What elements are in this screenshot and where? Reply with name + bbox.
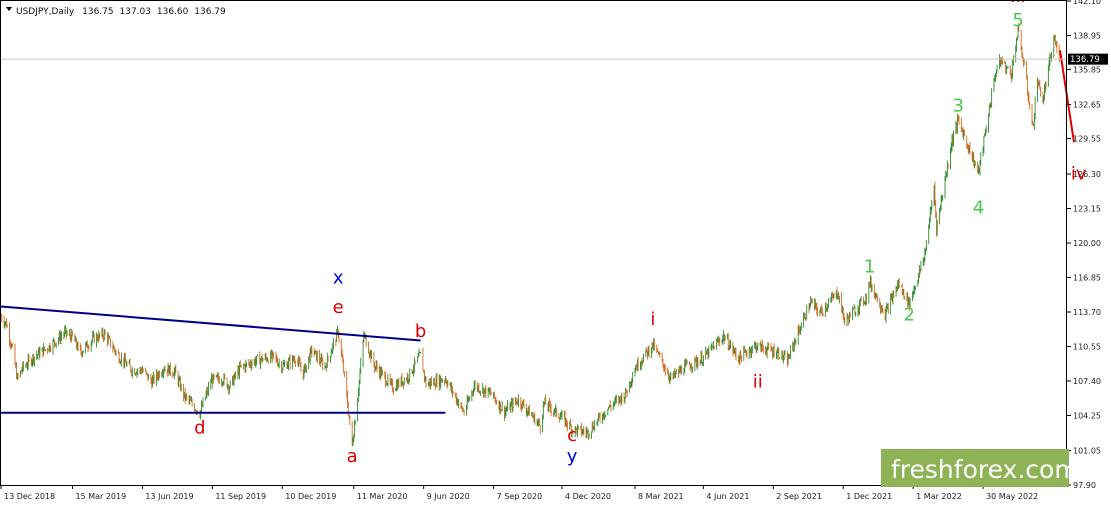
y-tick-label: 101.05 (1073, 447, 1101, 456)
ohlc-low: 136.60 (157, 7, 189, 17)
wave-label: iii (1011, 0, 1026, 7)
wave-label: c (567, 425, 577, 446)
x-tick-label: 1 Dec 2021 (846, 492, 892, 501)
upper-triangle-line (0, 305, 421, 342)
wave-label: b (415, 321, 426, 342)
wave-label: i (650, 309, 655, 330)
plot-background (0, 0, 1067, 485)
x-tick-label: 8 Mar 2021 (638, 492, 684, 501)
wave-label: d (194, 418, 205, 439)
watermark-text: freshforex.com (891, 455, 1079, 484)
wave-label: y (567, 446, 578, 467)
x-axis: 13 Dec 2018 15 Mar 2019 13 Jun 2019 11 Sep … (0, 485, 1038, 501)
chart-header: USDJPY,Daily 136.75 137.03 136.60 136.79 (6, 7, 226, 17)
x-tick-label: 9 Jun 2020 (427, 492, 470, 501)
candles (0, 22, 1060, 447)
x-tick-label: 2 Sep 2021 (776, 492, 822, 501)
symbol-label: USDJPY,Daily (16, 7, 75, 17)
y-tick-label: 142.10 (1073, 0, 1101, 6)
x-tick-label: 4 Dec 2020 (565, 492, 611, 501)
y-tick-label: 113.70 (1073, 308, 1101, 317)
y-tick-label: 129.55 (1073, 134, 1101, 143)
x-tick-label: 13 Jun 2019 (145, 492, 193, 501)
x-tick-label: 1 Mar 2022 (916, 492, 962, 501)
ohlc-high: 137.03 (120, 7, 152, 17)
wave-label: 3 (952, 96, 963, 117)
x-tick-label: 11 Sep 2019 (215, 492, 266, 501)
x-tick-label: 15 Mar 2019 (75, 492, 126, 501)
y-tick-label: 116.85 (1073, 273, 1101, 282)
y-tick-label: 110.55 (1073, 342, 1101, 351)
wave-label: 5 (1012, 10, 1023, 31)
x-tick-label: 4 Jun 2021 (706, 492, 749, 501)
wave-label: e (333, 297, 344, 318)
y-tick-label: 123.15 (1073, 205, 1101, 214)
wave-label: iv (1071, 163, 1087, 184)
y-tick-label: 120.00 (1073, 239, 1101, 248)
wave-label: 4 (973, 197, 984, 218)
watermark-box (881, 449, 1069, 487)
x-tick-label: 30 May 2022 (986, 492, 1038, 501)
x-tick-label: 11 Mar 2020 (357, 492, 408, 501)
y-tick-label: 104.25 (1073, 411, 1101, 420)
price-badge-box (1068, 53, 1108, 65)
y-tick-label: 126.30 (1073, 170, 1101, 179)
wave-label: ii (753, 372, 763, 393)
y-tick-label: 97.90 (1073, 481, 1096, 490)
wave-label: a (347, 446, 358, 467)
y-axis: 142.10 138.95 135.85 132.65 129.55 126.30 123.… (1067, 0, 1101, 490)
y-tick-label: 107.40 (1073, 377, 1101, 386)
ohlc-open: 136.75 (82, 7, 114, 17)
watermark: freshforex.com (881, 449, 1079, 487)
x-tick-label: 13 Dec 2018 (4, 492, 55, 501)
wave-label: 2 (904, 305, 915, 326)
ohlc-close: 136.79 (194, 7, 226, 17)
x-tick-label: 7 Sep 2020 (497, 492, 543, 501)
wave-label: x (333, 268, 344, 289)
plot-border (0, 0, 1067, 486)
price-badge-value: 136.79 (1070, 55, 1100, 65)
y-tick-label: 132.65 (1073, 100, 1101, 109)
y-tick-label: 138.95 (1073, 31, 1101, 40)
x-tick-label: 10 Dec 2019 (285, 492, 336, 501)
dropdown-triangle-icon[interactable] (6, 7, 12, 11)
svg-text:USDJPY,Daily 136.75: USDJPY,Daily 136.75 137.03 136.60 136.79 (16, 7, 226, 17)
y-tick-label: 135.85 (1073, 65, 1101, 74)
wave-labels: xyedabciiiiiiiv12345 (194, 0, 1087, 467)
price-badge: 136.79 (1068, 53, 1108, 65)
wave-label: 1 (864, 257, 875, 278)
